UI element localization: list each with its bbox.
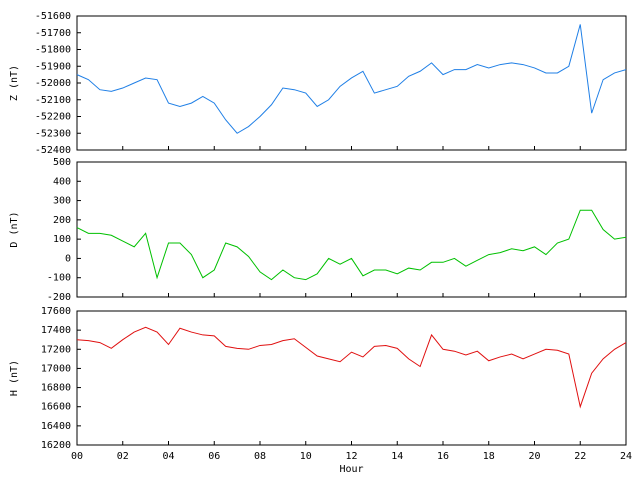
y-tick-label: 16800: [41, 383, 71, 394]
y-tick-label: 16600: [41, 402, 71, 413]
y-tick-label: 100: [53, 234, 71, 245]
x-tick-label: 16: [437, 451, 449, 462]
plot-frame: [76, 15, 627, 151]
x-tick-label: 06: [208, 451, 220, 462]
y-axis-label: D (nT): [9, 211, 20, 247]
y-tick-label: 16200: [41, 440, 71, 451]
y-tick-label: 400: [53, 176, 71, 187]
x-tick-label: 14: [391, 451, 403, 462]
x-tick-label: 12: [345, 451, 357, 462]
y-tick-label: 17000: [41, 363, 71, 374]
x-tick-label: 22: [574, 451, 586, 462]
y-tick-label: 16400: [41, 421, 71, 432]
x-tick-label: 08: [254, 451, 266, 462]
y-tick-label: -51900: [35, 61, 71, 72]
y-tick-label: 17600: [41, 306, 71, 317]
y-tick-label: -52100: [35, 95, 71, 106]
y-tick-label: 300: [53, 196, 71, 207]
y-tick-label: -52200: [35, 112, 71, 123]
x-tick-label: 20: [528, 451, 540, 462]
y-tick-label: 17400: [41, 325, 71, 336]
x-tick-label: 10: [300, 451, 312, 462]
y-tick-label: 500: [53, 157, 71, 168]
plot-frame: [76, 310, 627, 446]
y-tick-label: -51800: [35, 45, 71, 56]
data-line: [76, 24, 627, 134]
y-tick-label: -51600: [35, 11, 71, 22]
x-tick-label: 18: [483, 451, 495, 462]
y-tick-label: -52300: [35, 128, 71, 139]
plot-frame: [76, 161, 627, 298]
y-tick-label: -51700: [35, 28, 71, 39]
y-axis-label: H (nT): [9, 360, 20, 396]
y-tick-label: 17200: [41, 344, 71, 355]
x-tick-label: 00: [71, 451, 83, 462]
y-tick-label: -52400: [35, 145, 71, 156]
x-tick-label: 04: [162, 451, 174, 462]
x-tick-label: 02: [117, 451, 129, 462]
y-tick-label: -52000: [35, 78, 71, 89]
y-axis-label: Z (nT): [9, 65, 20, 101]
x-axis-label: Hour: [339, 464, 363, 475]
data-line: [76, 209, 627, 281]
x-tick-label: 24: [620, 451, 632, 462]
y-tick-label: 200: [53, 215, 71, 226]
y-tick-label: -100: [47, 273, 71, 284]
y-tick-label: 0: [65, 253, 71, 264]
y-tick-label: -200: [47, 292, 71, 303]
data-line: [76, 326, 627, 409]
